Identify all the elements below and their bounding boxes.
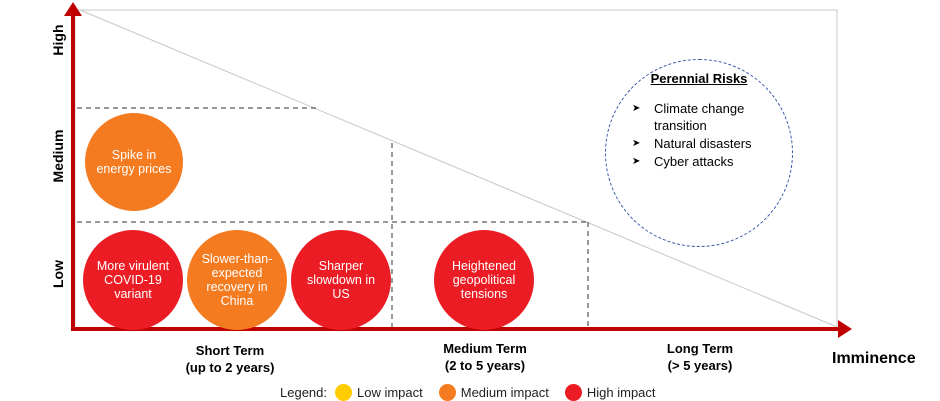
legend-item-high: High impact [557,383,656,401]
perennial-risk-item: ➤ Natural disasters [632,136,752,151]
x-label-long-term: Long Term (> 5 years) [666,341,734,373]
x-label-medium-term: Medium Term (2 to 5 years) [443,341,527,373]
legend-item-medium: Medium impact [431,383,549,401]
high-impact-swatch-icon [564,383,582,401]
y-label-low: Low [50,260,66,288]
perennial-risks-circle: Perennial Risks ➤ Climate change transit… [605,59,793,247]
arrow-bullet-icon: ➤ [632,138,641,149]
perennial-risk-item: ➤ Cyber attacks [632,154,734,169]
bubble-geopolitical-tensions: Heightened geopolitical tensions [434,230,534,330]
x-axis-title: Imminence [832,350,916,367]
perennial-risks-list: ➤ Climate change transition ➤ Natural di… [632,100,792,171]
medium-impact-swatch-icon [438,383,456,401]
arrow-bullet-icon: ➤ [632,156,641,167]
legend-label: Legend: [280,384,327,400]
x-label-short-term: Short Term (up to 2 years) [185,343,275,375]
bubble-spike-energy-prices: Spike in energy prices [85,113,183,211]
legend-item-low: Low impact [327,383,423,401]
perennial-risks-title: Perennial Risks [650,71,748,86]
low-impact-swatch-icon [335,383,352,401]
bubble-slower-recovery-china: Slower-than-expected recovery in China [187,230,287,330]
y-axis-arrow [64,2,82,16]
x-axis-arrow [838,320,852,338]
y-label-medium: Medium [50,129,66,183]
legend: Legend: Low impact Medium impact High im… [280,383,664,401]
bubble-sharper-slowdown-us: Sharper slowdown in US [291,230,391,330]
diagonal-line [79,9,838,328]
perennial-risk-item: ➤ Climate change transition [632,101,745,133]
y-label-high: High [50,24,66,56]
bubble-covid-variant: More virulent COVID-19 variant [83,230,183,330]
arrow-bullet-icon: ➤ [632,103,641,114]
